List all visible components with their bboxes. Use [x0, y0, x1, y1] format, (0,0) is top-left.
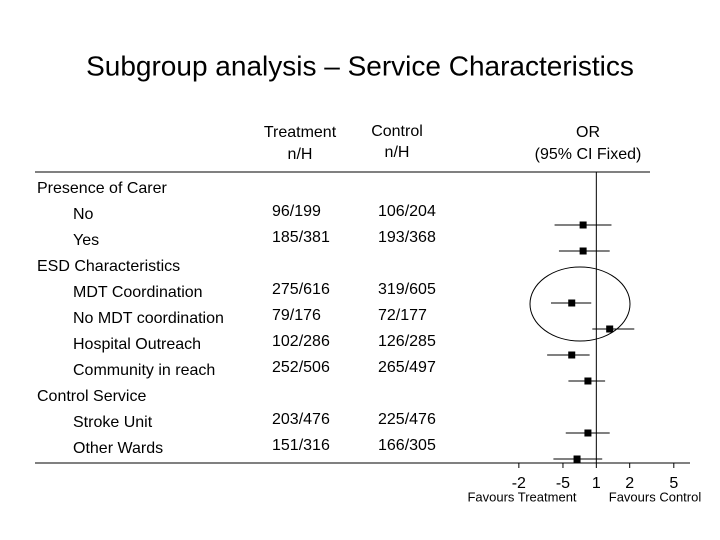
highlight-ellipse: [529, 266, 631, 342]
control-count: 166/305: [378, 437, 436, 454]
row-label: Yes: [73, 232, 99, 249]
x-tick-label: -5: [556, 475, 570, 492]
control-count: 126/285: [378, 333, 436, 350]
x-label-right: Favours Control: [609, 489, 702, 504]
x-tick-label: 2: [625, 475, 634, 492]
column-header: OR: [576, 124, 600, 141]
row-label: Hospital Outreach: [73, 336, 201, 353]
row-label: ESD Characteristics: [37, 258, 180, 275]
row-label: Community in reach: [73, 362, 215, 379]
control-count: 265/497: [378, 359, 436, 376]
point-estimate: [568, 351, 576, 359]
point-estimate: [579, 247, 587, 255]
control-count: 72/177: [378, 307, 427, 324]
point-estimate: [573, 455, 581, 463]
row-label: MDT Coordination: [73, 284, 203, 301]
treatment-count: 185/381: [272, 229, 330, 246]
control-count: 225/476: [378, 411, 436, 428]
point-estimate: [584, 377, 592, 385]
row-label: Other Wards: [73, 440, 163, 457]
column-header: Control: [371, 123, 423, 140]
treatment-count: 151/316: [272, 437, 330, 454]
point-estimate: [584, 429, 592, 437]
row-label: Control Service: [37, 388, 146, 405]
treatment-count: 79/176: [272, 307, 321, 324]
column-header: n/H: [288, 146, 313, 163]
control-count: 193/368: [378, 229, 436, 246]
control-count: 106/204: [378, 203, 436, 220]
column-header: (95% CI Fixed): [535, 146, 642, 163]
treatment-count: 102/286: [272, 333, 330, 350]
treatment-count: 96/199: [272, 203, 321, 220]
treatment-count: 252/506: [272, 359, 330, 376]
x-tick-label: 1: [592, 475, 601, 492]
point-estimate: [579, 221, 587, 229]
point-estimate: [568, 299, 576, 307]
x-tick-label: -2: [512, 475, 526, 492]
x-tick-label: 5: [669, 475, 678, 492]
treatment-count: 275/616: [272, 281, 330, 298]
treatment-count: 203/476: [272, 411, 330, 428]
column-header: Treatment: [264, 124, 337, 141]
point-estimate: [606, 325, 614, 333]
row-label: Presence of Carer: [37, 180, 168, 197]
row-label: Stroke Unit: [73, 414, 153, 431]
row-label: No: [73, 206, 94, 223]
column-header: n/H: [385, 144, 410, 161]
control-count: 319/605: [378, 281, 436, 298]
row-label: No MDT coordination: [73, 310, 224, 327]
chart-title: Subgroup analysis – Service Characterist…: [86, 50, 634, 81]
x-label-left: Favours Treatment: [467, 489, 576, 504]
